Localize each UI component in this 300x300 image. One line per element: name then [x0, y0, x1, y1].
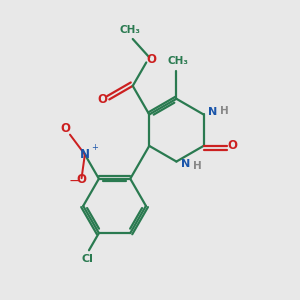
Text: O: O — [76, 173, 86, 186]
Text: O: O — [146, 53, 156, 66]
Text: Cl: Cl — [81, 254, 93, 263]
Text: H: H — [193, 160, 201, 170]
Text: N: N — [181, 159, 190, 169]
Text: CH₃: CH₃ — [120, 25, 141, 35]
Text: O: O — [97, 93, 107, 106]
Text: +: + — [91, 143, 98, 152]
Text: O: O — [228, 140, 238, 152]
Text: N: N — [80, 148, 90, 161]
Text: CH₃: CH₃ — [168, 56, 189, 67]
Text: H: H — [220, 106, 228, 116]
Text: O: O — [60, 122, 70, 135]
Text: −: − — [68, 174, 80, 188]
Text: N: N — [208, 107, 218, 117]
